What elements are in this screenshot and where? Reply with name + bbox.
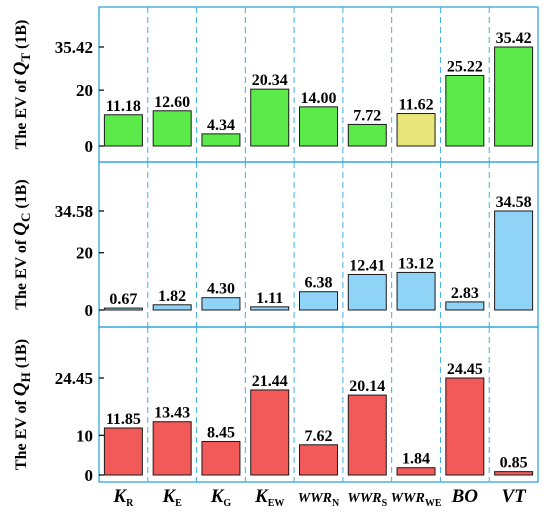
- panel-3-bar: [201, 440, 241, 476]
- panel-2-value-label: 6.38: [305, 275, 333, 292]
- panel-3-ytick-label: 0: [85, 466, 94, 485]
- panel-2-value-label: 13.12: [398, 255, 434, 272]
- panel-1-bar: [396, 113, 436, 147]
- x-category-label: WWRS: [347, 491, 387, 509]
- panel-1-ytick-label: 20: [76, 81, 93, 100]
- panel-3-border: [98, 326, 539, 483]
- panel-3-bar: [103, 427, 143, 476]
- panel-2-bar: [347, 273, 387, 311]
- panel-1-value-label: 11.62: [398, 97, 433, 114]
- panel-2-bar: [494, 210, 534, 311]
- panel-3-bar: [494, 471, 534, 476]
- panel-2-value-label: 2.83: [451, 285, 479, 302]
- panel-1-value-label: 14.00: [301, 90, 337, 107]
- panel-1-ytick-label: 35.42: [55, 38, 93, 57]
- x-category-label: VT: [501, 486, 527, 507]
- panel-2-value-label: 1.82: [158, 288, 186, 305]
- panel-2-ytick-label: 0: [85, 301, 94, 320]
- panel-1-bar: [201, 133, 241, 147]
- panel-1-value-label: 12.60: [154, 94, 190, 111]
- panel-3-value-label: 24.45: [447, 361, 483, 378]
- panel-1-value-label: 11.18: [106, 98, 141, 115]
- x-category-label: BO: [451, 486, 479, 507]
- panel-3-bar: [152, 421, 192, 476]
- panel-2-value-label: 4.30: [207, 281, 235, 298]
- panel-2-bar: [299, 291, 338, 311]
- panel-3-value-label: 21.44: [252, 373, 288, 390]
- panel-3-bar: [445, 377, 485, 476]
- panel-1-bar: [250, 88, 290, 147]
- panel-2-bar: [396, 271, 436, 311]
- panel-1-value-label: 7.72: [353, 107, 381, 124]
- panel-2-value-label: 34.58: [496, 194, 532, 211]
- panel-1-ylabel: The EV of QT (1B): [10, 20, 33, 150]
- x-category-label: WWRWE: [391, 491, 442, 509]
- panel-3-bar: [347, 394, 387, 476]
- panel-3-value-label: 20.14: [349, 378, 385, 395]
- x-category-label: WWRN: [298, 491, 340, 509]
- panel-3-value-label: 11.85: [106, 411, 141, 428]
- panel-1-bar: [152, 110, 192, 147]
- panel-2-bar: [201, 297, 241, 311]
- panel-2-bar: [445, 301, 485, 311]
- panel-3-bar: [250, 389, 290, 476]
- panel-1-value-label: 20.34: [252, 72, 288, 89]
- panel-1-bar: [445, 75, 485, 147]
- panel-2-ytick-label: 20: [76, 244, 93, 263]
- panel-3-bar: [396, 467, 436, 476]
- panel-2-value-label: 0.67: [109, 291, 137, 308]
- panel-2-value-label: 1.11: [256, 290, 283, 307]
- panel-3-value-label: 13.43: [154, 405, 190, 422]
- x-category-label: KR: [112, 486, 134, 509]
- x-category-label: KE: [161, 486, 182, 509]
- panel-3-ytick-label: 10: [76, 426, 93, 445]
- panel-3-ytick-label: 24.45: [55, 369, 93, 388]
- panel-1-bar: [299, 106, 338, 147]
- panel-1-value-label: 25.22: [447, 59, 483, 76]
- panel-3-bar: [299, 444, 338, 476]
- panel-1-bar: [103, 114, 143, 147]
- panel-2-bar: [103, 307, 143, 311]
- panel-1-ytick-label: 0: [85, 137, 94, 156]
- panel-1-bar: [347, 123, 387, 147]
- panel-3-value-label: 7.62: [305, 428, 333, 445]
- panel-2-bar: [250, 306, 290, 311]
- panel-1-value-label: 4.34: [207, 117, 235, 134]
- x-category-label: KEW: [254, 486, 284, 509]
- panel-3-value-label: 0.85: [500, 455, 528, 472]
- panel-2-value-label: 12.41: [349, 257, 385, 274]
- panel-2-ylabel: The EV of QC (1B): [10, 179, 33, 309]
- panel-3-value-label: 1.84: [402, 451, 430, 468]
- panel-2-bar: [152, 304, 192, 311]
- panel-1-bar: [494, 46, 534, 147]
- panel-3-value-label: 8.45: [207, 424, 235, 441]
- x-category-label: KG: [210, 486, 232, 509]
- panel-2-ytick-label: 34.58: [55, 202, 93, 221]
- panel-1-value-label: 35.42: [496, 30, 532, 47]
- panel-3-ylabel: The EV of QH (1B): [10, 339, 33, 470]
